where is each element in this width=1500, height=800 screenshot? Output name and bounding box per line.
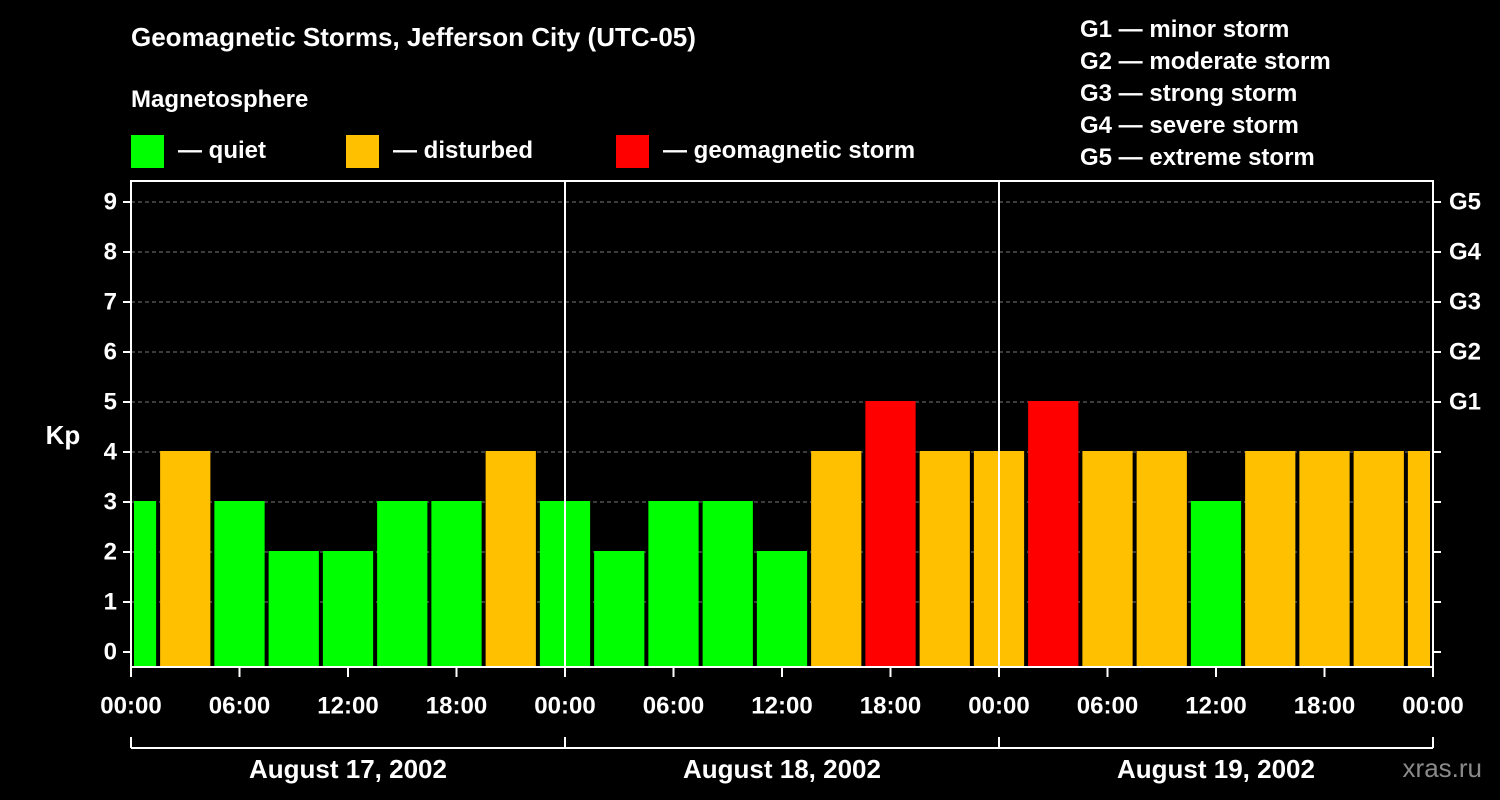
bars-layer <box>134 401 1430 667</box>
g-scale-label-g1: G1 <box>1449 388 1481 415</box>
kp-bar-18 <box>1082 451 1133 667</box>
kp-bar-2 <box>214 501 265 667</box>
chart-subtitle: Magnetosphere <box>131 86 309 113</box>
g-scale-label-g5: G5 <box>1449 188 1481 215</box>
kp-bar-13 <box>811 451 862 667</box>
x-tick-label-2: 12:00 <box>317 692 378 719</box>
kp-bar-14 <box>865 401 916 667</box>
x-tick-label-9: 06:00 <box>1077 692 1138 719</box>
storm-scale-g1: G1 — minor storm <box>1080 16 1290 43</box>
kp-bar-5 <box>377 501 428 667</box>
kp-bar-1 <box>160 451 211 667</box>
kp-bar-3 <box>268 551 319 667</box>
y-tick-label-1: 1 <box>104 588 117 615</box>
legend-label-quiet: — quiet <box>178 137 266 164</box>
x-tick-label-12: 00:00 <box>1402 692 1463 719</box>
legend-item-storm: — geomagnetic storm <box>616 134 915 168</box>
legend-item-quiet: — quiet <box>131 134 266 168</box>
legend-item-disturbed: — disturbed <box>346 134 533 168</box>
y-tick-label-3: 3 <box>104 488 117 515</box>
y-tick-label-9: 9 <box>104 188 117 215</box>
storm-scale-g2: G2 — moderate storm <box>1080 48 1331 75</box>
y-tick-label-8: 8 <box>104 238 117 265</box>
x-tick-label-6: 12:00 <box>751 692 812 719</box>
kp-bar-11 <box>702 501 753 667</box>
y-tick-label-0: 0 <box>104 638 117 665</box>
y-tick-label-5: 5 <box>104 388 117 415</box>
y-tick-label-4: 4 <box>104 438 118 465</box>
day-label-1: August 18, 2002 <box>683 754 881 784</box>
legend-swatch-storm <box>616 134 649 168</box>
x-tick-label-5: 06:00 <box>643 692 704 719</box>
axes-layer: 0 1 2 3 4 5 6 7 8 9 G1 G2 G3 G4 G5 00:00 06:00 12:00 18:00… <box>100 180 1482 784</box>
kp-bar-7 <box>485 451 536 667</box>
x-tick-label-1: 06:00 <box>209 692 270 719</box>
x-tick-label-4: 00:00 <box>534 692 595 719</box>
kp-bar-15 <box>919 451 970 667</box>
x-tick-label-3: 18:00 <box>426 692 487 719</box>
y-tick-label-7: 7 <box>104 288 117 315</box>
legend-swatch-quiet <box>131 134 164 168</box>
day-label-0: August 17, 2002 <box>249 754 447 784</box>
legend-label-disturbed: — disturbed <box>393 137 534 164</box>
kp-bar-9 <box>594 551 645 667</box>
g-scale-label-g4: G4 <box>1449 238 1482 265</box>
kp-bar-22 <box>1299 451 1350 667</box>
kp-bar-4 <box>322 551 374 667</box>
storm-scale-g5: G5 — extreme storm <box>1080 144 1315 171</box>
kp-bar-17 <box>1028 401 1079 667</box>
watermark: xras.ru <box>1403 753 1482 783</box>
kp-bar-0 <box>134 501 157 667</box>
chart-title: Geomagnetic Storms, Jefferson City (UTC-… <box>131 22 696 52</box>
day-label-2: August 19, 2002 <box>1117 754 1315 784</box>
storm-scale-g4: G4 — severe storm <box>1080 112 1299 139</box>
kp-bar-10 <box>648 501 699 667</box>
y-tick-label-6: 6 <box>104 338 117 365</box>
legend-label-storm: — geomagnetic storm <box>663 137 916 164</box>
x-tick-label-7: 18:00 <box>860 692 921 719</box>
storm-scale-g3: G3 — strong storm <box>1080 80 1298 107</box>
kp-bar-23 <box>1353 451 1404 667</box>
kp-bar-20 <box>1190 501 1242 667</box>
kp-bar-12 <box>756 551 808 667</box>
y-tick-label-2: 2 <box>104 538 117 565</box>
g-scale-label-g2: G2 <box>1449 338 1481 365</box>
x-tick-label-11: 18:00 <box>1294 692 1355 719</box>
x-tick-label-0: 00:00 <box>100 692 161 719</box>
y-axis-label: Kp <box>46 420 81 450</box>
kp-bar-21 <box>1245 451 1296 667</box>
kp-bar-19 <box>1136 451 1187 667</box>
kp-bar-6 <box>431 501 482 667</box>
legend-swatch-disturbed <box>346 134 379 168</box>
x-tick-label-8: 00:00 <box>968 692 1029 719</box>
x-tick-label-10: 12:00 <box>1185 692 1246 719</box>
kp-bar-24 <box>1407 451 1430 667</box>
storm-scale-legend: G1 — minor storm G2 — moderate storm G3 … <box>1080 14 1331 174</box>
g-scale-label-g3: G3 <box>1449 288 1481 315</box>
